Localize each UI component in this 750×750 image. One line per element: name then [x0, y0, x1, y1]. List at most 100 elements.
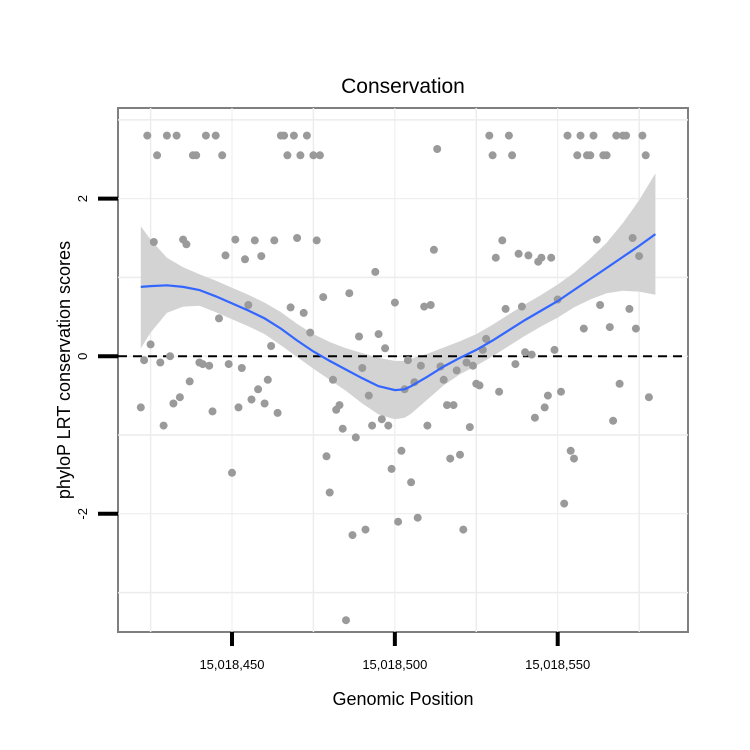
data-point	[224, 360, 233, 369]
data-point	[218, 151, 227, 160]
data-point	[628, 234, 637, 242]
data-point	[345, 289, 354, 298]
data-point	[504, 131, 513, 140]
data-point	[423, 421, 432, 430]
data-point	[159, 421, 168, 430]
data-point	[361, 525, 370, 534]
data-point	[377, 415, 386, 424]
data-point	[563, 131, 572, 140]
data-point	[638, 131, 647, 140]
data-point	[612, 131, 621, 140]
data-point	[566, 446, 575, 455]
data-point	[482, 334, 491, 343]
data-point	[205, 361, 214, 370]
data-point	[335, 401, 344, 410]
data-point	[387, 464, 396, 473]
data-point	[462, 358, 471, 367]
data-point	[605, 323, 614, 332]
x-axis-title: Genomic Position	[332, 689, 473, 709]
data-point	[338, 424, 347, 433]
smooth-line	[140, 233, 657, 392]
data-point	[244, 301, 253, 309]
data-point	[443, 401, 451, 410]
data-point	[257, 252, 266, 261]
data-point	[602, 151, 611, 160]
data-point	[381, 344, 390, 353]
data-point	[631, 324, 640, 333]
data-point	[465, 423, 474, 432]
data-point	[247, 395, 256, 404]
x-axis: 15,018,450 15,018,500 15,018,550	[199, 632, 590, 672]
x-tick-label: 15,018,450	[199, 657, 264, 672]
data-point	[508, 151, 517, 160]
data-point	[433, 145, 442, 153]
data-point	[527, 350, 536, 359]
data-point	[426, 301, 435, 309]
data-point	[270, 236, 279, 245]
data-point	[198, 360, 207, 369]
data-point	[172, 131, 181, 140]
data-point	[364, 391, 373, 400]
data-point	[260, 399, 269, 408]
data-point	[322, 452, 331, 461]
data-point	[540, 403, 549, 412]
data-point	[495, 387, 504, 396]
data-point	[511, 360, 520, 369]
data-point	[576, 131, 585, 140]
data-point	[592, 235, 601, 244]
data-point	[485, 131, 494, 140]
data-point	[221, 251, 230, 260]
data-point	[537, 253, 546, 262]
data-point	[254, 385, 263, 394]
data-point	[459, 525, 468, 534]
x-tick-label: 15,018,500	[362, 657, 427, 672]
gridlines	[118, 108, 688, 632]
data-point	[579, 324, 588, 333]
data-point	[309, 151, 318, 160]
x-tick-label: 15,018,550	[525, 657, 590, 672]
data-point	[589, 131, 598, 140]
data-point	[547, 253, 556, 262]
data-point	[420, 302, 429, 311]
data-point	[312, 236, 321, 245]
data-point	[192, 151, 201, 160]
data-point	[397, 446, 406, 455]
data-point	[615, 379, 624, 388]
data-point	[557, 387, 565, 396]
scatter-points	[136, 131, 653, 625]
data-point	[368, 421, 377, 430]
confidence-band-layer	[140, 173, 656, 420]
data-point	[348, 531, 357, 540]
data-point	[416, 361, 425, 370]
data-point	[521, 348, 530, 357]
data-point	[488, 151, 497, 160]
data-point	[469, 361, 477, 370]
data-point	[185, 377, 194, 386]
data-point	[296, 151, 305, 160]
data-point	[208, 407, 217, 416]
y-axis: -2 0 2	[75, 195, 118, 520]
data-point	[498, 236, 507, 245]
y-tick-label: 0	[75, 353, 90, 360]
data-point	[456, 450, 464, 459]
data-point	[329, 375, 337, 384]
data-point	[280, 131, 289, 140]
data-point	[407, 478, 416, 487]
data-point	[403, 356, 412, 365]
data-point	[586, 151, 595, 160]
data-point	[283, 151, 292, 160]
data-point	[355, 332, 363, 341]
data-point	[250, 236, 259, 245]
data-point	[315, 151, 324, 160]
data-point	[543, 391, 552, 400]
data-point	[325, 488, 334, 497]
data-point	[273, 408, 282, 417]
data-point	[215, 314, 223, 323]
data-point	[153, 151, 162, 160]
data-point	[596, 301, 605, 309]
data-point	[371, 267, 380, 276]
data-point	[146, 340, 155, 349]
data-point	[429, 245, 438, 254]
data-point	[136, 403, 145, 412]
data-point	[162, 131, 171, 140]
